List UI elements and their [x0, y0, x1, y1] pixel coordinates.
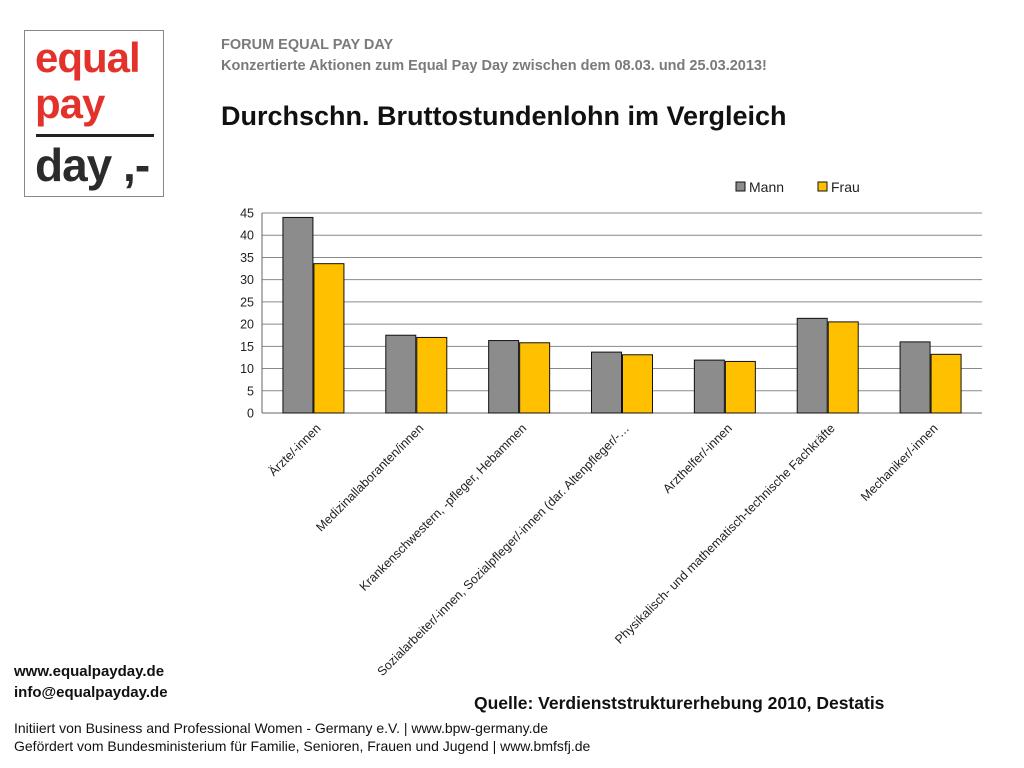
- logo-word-equal: equal: [35, 34, 141, 81]
- bar-frau: [313, 263, 345, 414]
- footer-funded: Gefördert vom Bundesministerium für Fami…: [14, 738, 591, 754]
- x-category-label: Mechaniker/-innen: [858, 421, 941, 504]
- legend-swatch: [735, 181, 746, 192]
- logo-word-day: day ,-: [35, 139, 150, 191]
- equal-pay-day-logo: equal pay day ,-: [24, 30, 164, 197]
- bar-mann: [488, 340, 520, 414]
- bar-mann: [282, 216, 314, 414]
- y-tick-label: 0: [247, 407, 254, 421]
- bar-frau: [724, 360, 756, 414]
- y-tick-label: 15: [240, 340, 254, 354]
- y-tick-label: 10: [240, 362, 254, 376]
- header-subtitle: Konzertierte Aktionen zum Equal Pay Day …: [221, 58, 767, 74]
- bar-frau: [930, 353, 962, 414]
- y-tick-label: 20: [240, 318, 254, 332]
- bar-mann: [385, 334, 417, 414]
- bar-mann: [899, 341, 931, 414]
- x-category-label: Sozialarbeiter/-innen, Sozialpfleger/-in…: [375, 421, 633, 679]
- legend-label: Frau: [831, 179, 860, 195]
- logo-divider: [36, 134, 154, 137]
- x-category-label: Physikalisch- und mathematisch-technisch…: [612, 421, 838, 647]
- y-tick-label: 40: [240, 229, 254, 243]
- email-link[interactable]: info@equalpayday.de: [14, 684, 168, 701]
- y-tick-label: 45: [240, 207, 254, 221]
- y-tick-label: 35: [240, 251, 254, 265]
- logo-word-pay: pay: [35, 80, 105, 127]
- page-title: Durchschn. Bruttostundenlohn im Vergleic…: [221, 101, 787, 131]
- y-tick-label: 5: [247, 384, 254, 398]
- x-category-label: Medizinallaboranten/innen: [313, 421, 426, 534]
- bar-mann: [591, 351, 622, 414]
- website-link[interactable]: www.equalpayday.de: [14, 663, 165, 680]
- y-tick-label: 30: [240, 273, 254, 287]
- legend-swatch: [817, 181, 828, 192]
- bar-frau: [622, 354, 653, 414]
- x-category-label: Krankenschwestern, -pfleger, Hebammen: [357, 421, 530, 594]
- y-tick-label: 25: [240, 295, 254, 309]
- x-category-label: Arzthelfer/-innen: [660, 421, 735, 496]
- source-note: Quelle: Verdienststrukturerhebung 2010, …: [474, 693, 885, 713]
- bar-frau: [827, 321, 859, 414]
- bar-frau: [416, 336, 448, 414]
- x-category-label: Ärzte/-innen: [266, 421, 324, 479]
- legend-label: Mann: [749, 179, 784, 195]
- bar-frau: [519, 342, 551, 414]
- bar-mann: [796, 317, 828, 414]
- bar-chart: 0 5 10 15 20 25 30 35 40 45 Ärzte/-innenMedizinall…: [240, 179, 982, 679]
- header-org: FORUM EQUAL PAY DAY: [221, 37, 394, 53]
- footer-initiated: Initiiert von Business and Professional …: [14, 720, 549, 736]
- bar-mann: [693, 359, 725, 414]
